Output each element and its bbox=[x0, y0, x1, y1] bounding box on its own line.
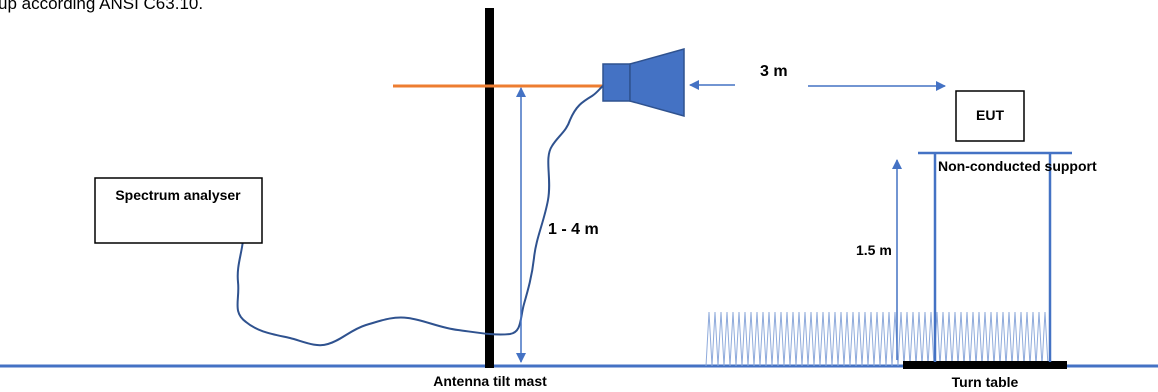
mast-label: Antenna tilt mast bbox=[433, 373, 547, 389]
support-label: Non-conducted support bbox=[938, 158, 1097, 174]
absorber-cones bbox=[705, 311, 1049, 367]
turn-table bbox=[903, 361, 1067, 369]
horn-antenna-icon bbox=[629, 48, 685, 117]
caption-text: up according ANSI C63.10. bbox=[0, 0, 203, 13]
spectrum-analyser-label: Spectrum analyser bbox=[115, 187, 241, 203]
spectrum-analyser-box bbox=[94, 177, 263, 244]
height-range-label: 1 - 4 m bbox=[548, 221, 599, 238]
turn-table-label: Turn table bbox=[952, 374, 1019, 390]
eut-box bbox=[955, 90, 1025, 142]
antenna-mast bbox=[485, 8, 494, 368]
horn-antenna-feed bbox=[602, 63, 631, 102]
distance-label: 3 m bbox=[760, 63, 788, 80]
rf-cable bbox=[236, 85, 604, 347]
table-height-label: 1.5 m bbox=[856, 242, 892, 258]
eut-label: EUT bbox=[976, 107, 1004, 123]
